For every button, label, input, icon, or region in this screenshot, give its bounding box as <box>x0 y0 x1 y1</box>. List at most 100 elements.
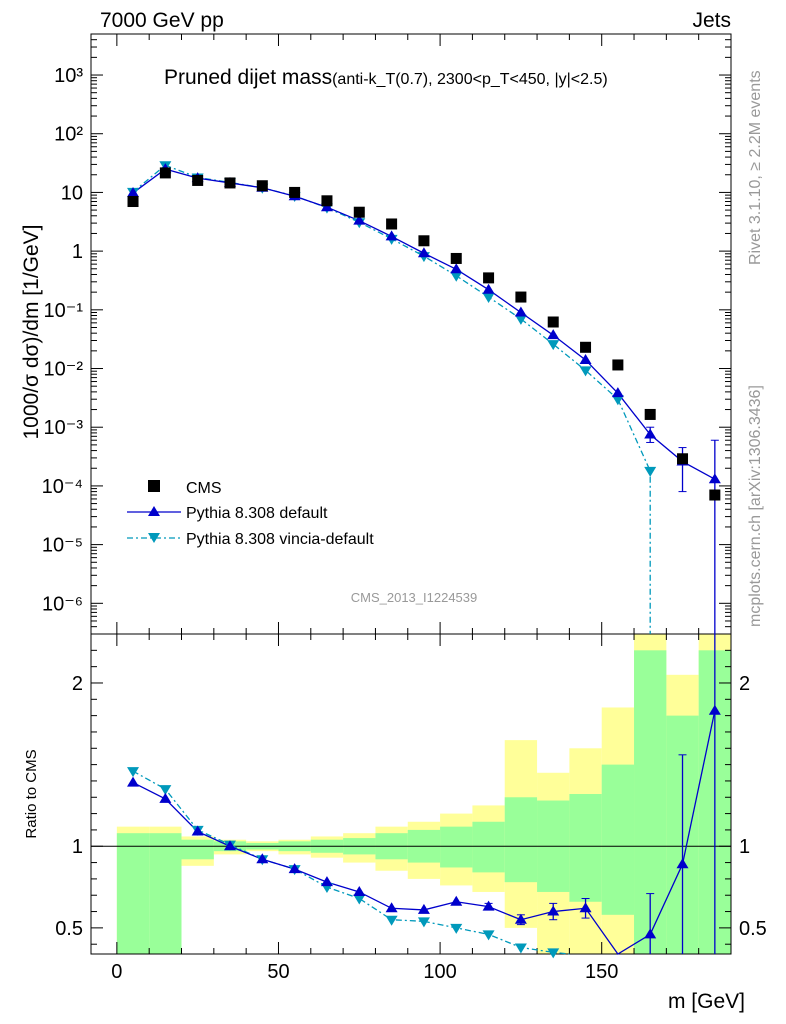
main-y-tick-label: 10⁻¹ <box>44 300 84 322</box>
ratio-default-point <box>288 863 301 874</box>
legend-label-cms: CMS <box>186 480 222 497</box>
ratio-default-point <box>450 895 463 906</box>
series-cms-point <box>612 359 624 371</box>
ratio-default-point <box>417 903 430 914</box>
series-vincia-point <box>547 340 560 351</box>
series-cms-point <box>321 195 333 207</box>
ratio-y-axis-label: Ratio to CMS <box>23 749 40 838</box>
legend-marker-vincia <box>148 533 160 543</box>
ratio-default-point <box>579 902 592 913</box>
series-cms-point <box>450 252 462 264</box>
series-vincia-point <box>482 293 495 304</box>
ratio-default-point <box>320 876 333 887</box>
ratio-default-point <box>353 885 366 896</box>
series-vincia-point <box>611 395 624 406</box>
axis-ticks: 10⁻⁶ 10⁻⁵ 10⁻⁴ 10⁻³ 10⁻² 10⁻¹ 1 10 10² 10³ 0 50 100 1… <box>42 33 767 983</box>
data-marks <box>127 161 721 959</box>
mcplots-label: mcplots.cern.ch [arXiv:1306.3436] <box>747 385 764 627</box>
series-vincia-point <box>579 366 592 377</box>
legend-marker-default <box>148 506 160 516</box>
ratio-vincia-line <box>132 770 570 955</box>
series-vincia-point <box>644 466 657 477</box>
legend-label-default: Pythia 8.308 default <box>186 505 328 522</box>
main-y-tick-label: 10⁻² <box>44 359 84 381</box>
plot-frames <box>90 33 732 955</box>
legend-marker-cms <box>148 480 160 492</box>
legend: CMS Pythia 8.308 default Pythia 8.308 vi… <box>127 480 374 548</box>
ratio-y-tick-label-right: 2 <box>739 673 750 695</box>
series-default-point <box>579 353 592 364</box>
title-main: Pruned dijet mass <box>164 66 332 89</box>
series-vincia-point <box>450 271 463 282</box>
ratio-vincia-point <box>450 923 463 934</box>
band-inner-bin <box>181 839 214 860</box>
main-y-tick-label: 10 <box>61 182 83 204</box>
main-y-tick-label: 10⁻⁶ <box>42 593 83 615</box>
series-cms-point <box>289 186 301 198</box>
x-axis-label: m [GeV] <box>668 990 745 1013</box>
ratio-vincia-point <box>417 917 430 928</box>
plot-title: Pruned dijet mass(anti-k_T(0.7), 2300<p_… <box>164 66 608 89</box>
series-cms-point <box>483 272 495 284</box>
band-inner-bin <box>149 833 182 954</box>
series-cms-point <box>224 177 236 189</box>
x-tick-label: 150 <box>585 961 618 983</box>
band-inner-bin <box>569 794 602 902</box>
ratio-default-point <box>514 913 527 924</box>
main-y-tick-label: 1 <box>72 241 83 263</box>
main-y-tick-label: 10⁻³ <box>44 417 84 439</box>
series-default-point <box>450 263 463 274</box>
series-default-point <box>353 214 366 225</box>
ratio-y-tick-label-left: 1 <box>72 836 83 858</box>
ratio-frame <box>90 633 732 955</box>
series-cms-point <box>709 489 721 501</box>
ratio-vincia-point <box>482 930 495 941</box>
ratio-default-point <box>127 776 140 787</box>
series-default-point <box>547 329 560 340</box>
series-cms-point <box>418 235 430 247</box>
ratio-default-point <box>191 825 204 836</box>
ratio-y-tick-label-left: 0.5 <box>55 918 83 940</box>
series-default-line <box>132 168 716 480</box>
ratio-default-point <box>256 853 269 864</box>
series-default-point <box>127 186 140 197</box>
ratio-default-point <box>547 905 560 916</box>
main-y-axis-label: 1000/σ dσ)/dm [1/GeV] <box>20 224 43 439</box>
series-cms-point <box>515 291 527 303</box>
series-vincia-point <box>514 314 527 325</box>
ratio-default-point <box>385 902 398 913</box>
ratio-default-point <box>223 840 236 851</box>
ratio-y-tick-label-left: 2 <box>72 673 83 695</box>
band-inner-bin <box>601 764 635 915</box>
series-cms-point <box>353 206 365 218</box>
ratio-default-point <box>708 704 721 715</box>
beam-label: 7000 GeV pp <box>100 9 224 32</box>
title-detail: (anti-k_T(0.7), 2300<p_T<450, |y|<2.5) <box>332 71 608 88</box>
main-y-tick-label: 10⁻⁵ <box>42 535 83 557</box>
x-tick-label: 100 <box>423 961 456 983</box>
ratio-vincia-point <box>514 943 527 954</box>
series-cms-point <box>386 218 398 230</box>
ratio-y-tick-label-right: 1 <box>739 836 750 858</box>
analysis-watermark: CMS_2013_I1224539 <box>351 590 478 605</box>
series-default-point <box>644 428 657 439</box>
series-default-point <box>611 387 624 398</box>
ratio-default-point <box>644 928 657 939</box>
series-cms-point <box>192 174 204 186</box>
main-y-tick-label: 10² <box>54 124 83 146</box>
series-default-point <box>708 473 721 484</box>
ratio-vincia-point <box>127 767 140 778</box>
ratio-default-point <box>676 858 689 869</box>
ratio-vincia-point <box>547 948 560 959</box>
band-inner-bin <box>440 826 473 868</box>
ratio-vincia-point <box>385 915 398 926</box>
series-cms-point <box>127 196 139 208</box>
series-cms-point <box>644 408 656 420</box>
observable-category: Jets <box>692 9 731 32</box>
series-cms-point <box>677 453 689 465</box>
rivet-label: Rivet 3.1.10, ≥ 2.2M events <box>747 70 764 265</box>
ratio-default-point <box>482 900 495 911</box>
ratio-default-point <box>159 792 172 803</box>
band-inner-bin <box>472 821 505 873</box>
